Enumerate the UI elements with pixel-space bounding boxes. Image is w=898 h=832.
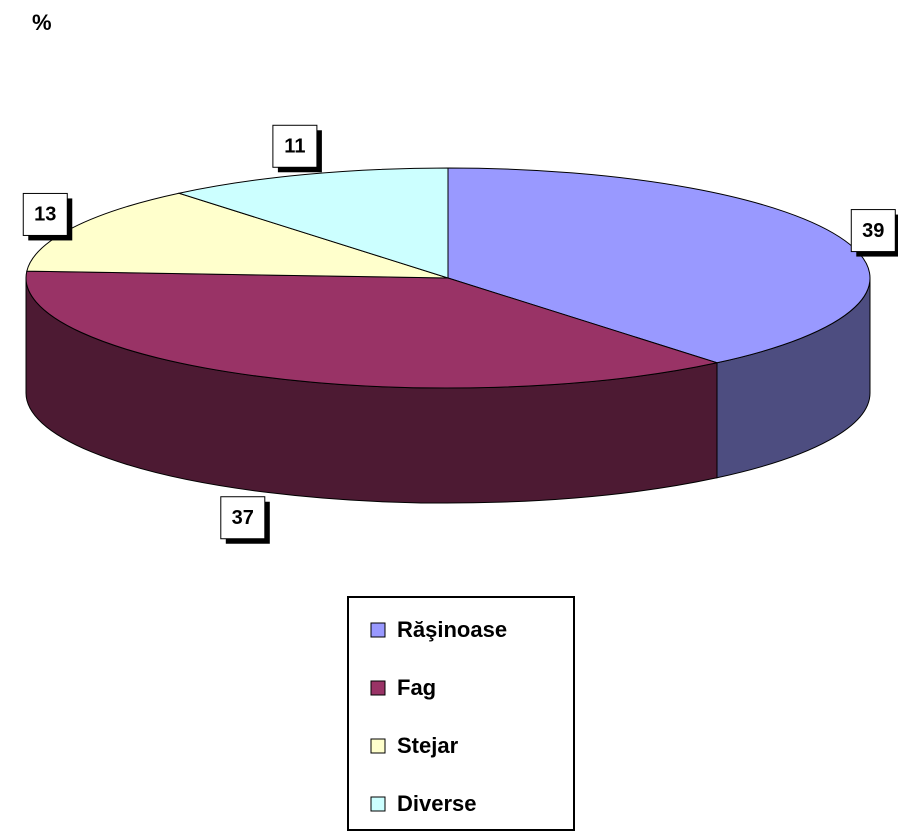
label-box [22,192,68,236]
data-label: 39 [862,220,884,242]
data-label: 37 [232,507,254,529]
legend-box [347,596,575,831]
legend-swatch [370,622,386,638]
label-box [220,496,266,540]
legend-swatch [370,796,386,812]
pie-slice [25,270,719,389]
legend-swatch [370,680,386,696]
label-box [272,124,318,168]
legend-label: Răşinoase [397,617,507,642]
pie-slice [177,167,449,279]
data-label: 13 [34,204,56,226]
legend-label: Stejar [397,733,459,758]
legend-label: Diverse [397,791,477,816]
chart-title: % [32,10,52,35]
data-label: 11 [284,136,305,158]
pie-slice [447,167,871,364]
legend-label: Fag [397,675,436,700]
label-box [850,209,896,253]
legend-swatch [370,738,386,754]
